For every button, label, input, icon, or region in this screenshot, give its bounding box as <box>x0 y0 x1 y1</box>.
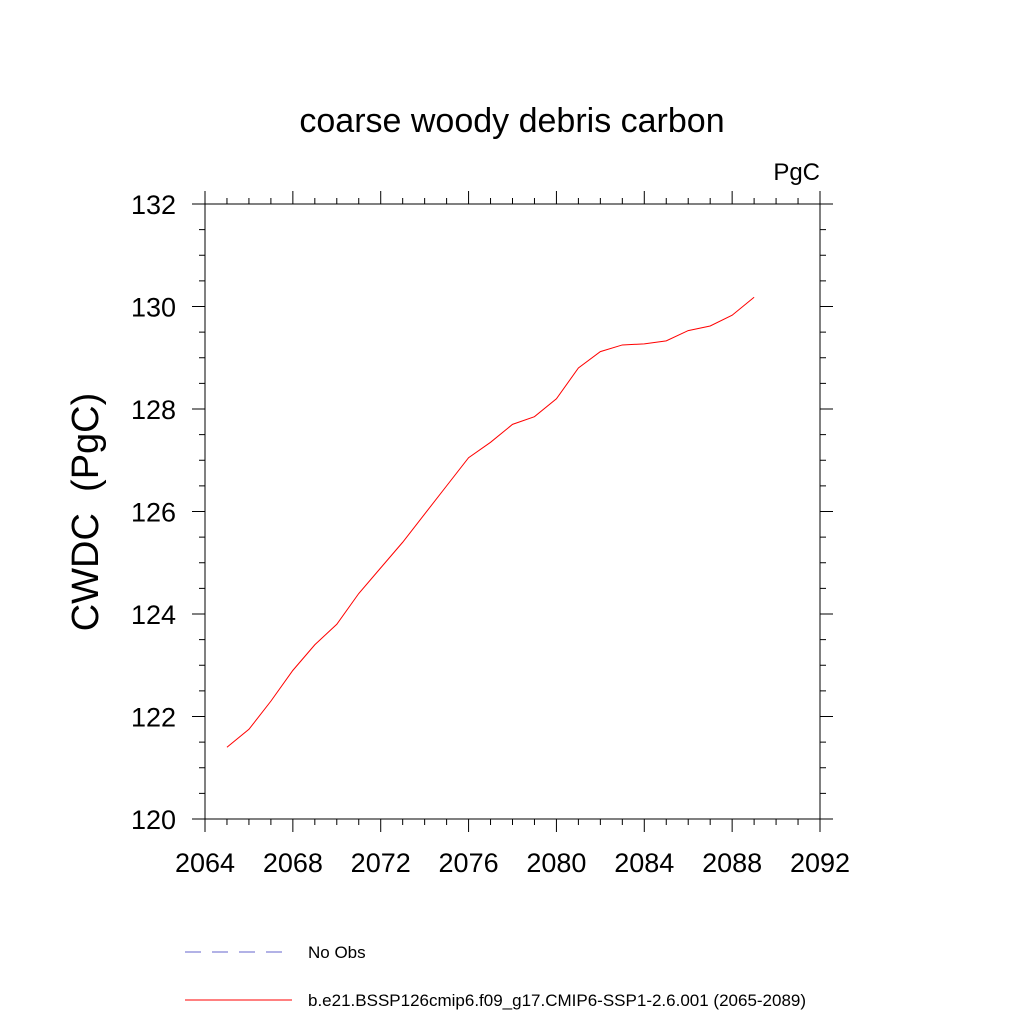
x-tick-label: 2072 <box>351 848 411 878</box>
data-point <box>512 424 513 425</box>
data-point <box>534 416 535 417</box>
data-point <box>292 670 293 671</box>
data-point <box>270 701 271 702</box>
y-tick-label: 124 <box>131 600 176 630</box>
data-point <box>336 624 337 625</box>
data-point <box>600 351 601 352</box>
legend: No Obs b.e21.BSSP126cmip6.f09_g17.CMIP6-S… <box>185 943 806 1010</box>
legend-label-obs: No Obs <box>308 943 366 962</box>
x-tick-label: 2088 <box>702 848 762 878</box>
data-point <box>358 593 359 594</box>
data-point <box>402 542 403 543</box>
legend-label-model: b.e21.BSSP126cmip6.f09_g17.CMIP6-SSP1-2.… <box>308 991 806 1010</box>
data-point <box>754 297 755 298</box>
data-point <box>424 513 425 514</box>
x-tick-label: 2076 <box>439 848 499 878</box>
y-axis-tick-labels: 120 122 124 126 128 130 132 <box>131 190 176 835</box>
data-point <box>248 729 249 730</box>
y-tick-label: 120 <box>131 805 176 835</box>
data-point <box>380 567 381 568</box>
data-point <box>622 344 623 345</box>
y-tick-label: 128 <box>131 395 176 425</box>
y-tick-label: 122 <box>131 703 176 733</box>
units-label: PgC <box>773 159 820 186</box>
data-point <box>644 343 645 344</box>
x-tick-label: 2064 <box>175 848 235 878</box>
y-tick-label: 126 <box>131 498 176 528</box>
x-tick-label: 2080 <box>526 848 586 878</box>
series-line <box>226 296 755 748</box>
axis-ticks <box>192 191 833 832</box>
data-point <box>710 325 711 326</box>
data-point <box>314 644 315 645</box>
data-point <box>468 457 469 458</box>
data-point <box>688 330 689 331</box>
data-series <box>226 296 755 748</box>
y-tick-label: 132 <box>131 190 176 220</box>
data-point <box>732 315 733 316</box>
y-tick-label: 130 <box>131 293 176 323</box>
chart-title: coarse woody debris carbon <box>299 102 724 140</box>
plot-frame <box>204 203 821 820</box>
data-point <box>446 485 447 486</box>
data-point <box>556 398 557 399</box>
data-point <box>666 340 667 341</box>
data-point <box>226 747 227 748</box>
data-point <box>578 367 579 368</box>
data-point <box>490 442 491 443</box>
x-axis-tick-labels: 2064 2068 2072 2076 2080 2084 2088 2092 <box>175 848 850 878</box>
y-axis-title: CWDC (PgC) <box>65 393 107 632</box>
x-tick-label: 2068 <box>263 848 323 878</box>
x-tick-label: 2092 <box>790 848 850 878</box>
x-tick-label: 2084 <box>614 848 674 878</box>
